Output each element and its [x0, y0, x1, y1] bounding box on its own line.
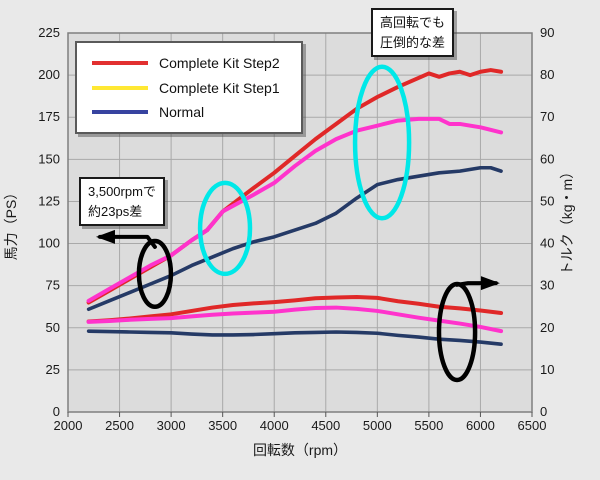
- y-left-tick-label: 125: [38, 193, 60, 208]
- y-right-tick-label: 40: [540, 236, 554, 251]
- y-left-tick-label: 75: [46, 278, 60, 293]
- annotation-3500rpm: 3,500rpmで 約23ps差: [79, 177, 165, 226]
- y-left-tick-label: 150: [38, 151, 60, 166]
- arrowhead-to-torque-axis: [480, 276, 500, 291]
- y-left-axis-title: 馬力（PS）: [3, 186, 19, 261]
- y-right-tick-label: 70: [540, 109, 554, 124]
- legend-label-step2: Complete Kit Step2: [159, 55, 280, 72]
- highlight-ellipse-high-rpm-gap: [352, 64, 412, 221]
- x-tick-label: 2500: [105, 418, 134, 433]
- highlight-ellipse-power-axis-marker: [136, 238, 174, 309]
- y-left-tick-label: 225: [38, 25, 60, 40]
- legend-label-normal: Normal: [159, 103, 205, 120]
- y-left-tick-label: 100: [38, 236, 60, 251]
- x-tick-label: 4500: [311, 418, 340, 433]
- series-line-normal-power: [86, 165, 503, 312]
- y-left-tick-label: 0: [53, 404, 60, 419]
- legend-label-step1: Complete Kit Step1: [159, 79, 280, 96]
- normal-line-swatch: [92, 109, 148, 114]
- legend-item-step1: Complete Kit Step1: [92, 80, 301, 96]
- x-tick-label: 3500: [208, 418, 237, 433]
- y-right-tick-label: 20: [540, 320, 554, 335]
- y-right-axis-title: トルク（kg・m）: [559, 165, 575, 275]
- series-line-complete-kit-step1-torque: [86, 305, 504, 334]
- annotation-3500rpm-line2: 約23ps差: [88, 203, 143, 219]
- highlight-ellipse-3500rpm-gap: [197, 180, 253, 277]
- x-tick-label: 4000: [260, 418, 289, 433]
- x-tick-label: 6000: [466, 418, 495, 433]
- annotation-high-rpm: 高回転でも 圧倒的な差: [371, 8, 455, 57]
- y-right-tick-label: 80: [540, 67, 554, 82]
- step2-line-swatch: [92, 61, 148, 66]
- y-right-tick-label: 50: [540, 193, 554, 208]
- y-left-tick-label: 175: [38, 109, 60, 124]
- arrowhead-to-power-axis: [95, 229, 115, 244]
- series-line-complete-kit-step2-torque: [86, 295, 504, 324]
- step1-line-swatch: [92, 85, 148, 90]
- y-right-tick-label: 90: [540, 25, 554, 40]
- annotation-high-rpm-line1: 高回転でも: [380, 15, 446, 30]
- x-tick-label: 3000: [157, 418, 186, 433]
- y-right-tick-label: 10: [540, 362, 554, 377]
- x-tick-label: 5000: [363, 418, 392, 433]
- y-right-tick-label: 30: [540, 278, 554, 293]
- x-tick-label: 5500: [414, 418, 443, 433]
- y-left-tick-label: 50: [46, 320, 60, 335]
- annotation-3500rpm-line1: 3,500rpmで: [88, 184, 156, 199]
- y-left-tick-label: 25: [46, 362, 60, 377]
- legend-item-normal: Normal: [92, 104, 301, 120]
- x-tick-label: 6500: [518, 418, 547, 433]
- y-right-tick-label: 0: [540, 404, 547, 419]
- annotation-high-rpm-line2: 圧倒的な差: [380, 34, 446, 50]
- plot-border: [67, 32, 533, 413]
- x-axis-title: 回転数（rpm）: [253, 442, 347, 458]
- series-line-complete-kit-step1-power: [86, 116, 504, 303]
- legend: Complete Kit Step2 Complete Kit Step1 No…: [75, 41, 303, 134]
- legend-item-step2: Complete Kit Step2: [92, 55, 301, 71]
- x-tick-label: 2000: [54, 418, 83, 433]
- y-right-tick-label: 60: [540, 151, 554, 166]
- arrow-line-to-power-axis: [97, 234, 157, 249]
- series-line-normal-torque: [86, 329, 503, 347]
- y-left-tick-label: 200: [38, 67, 60, 82]
